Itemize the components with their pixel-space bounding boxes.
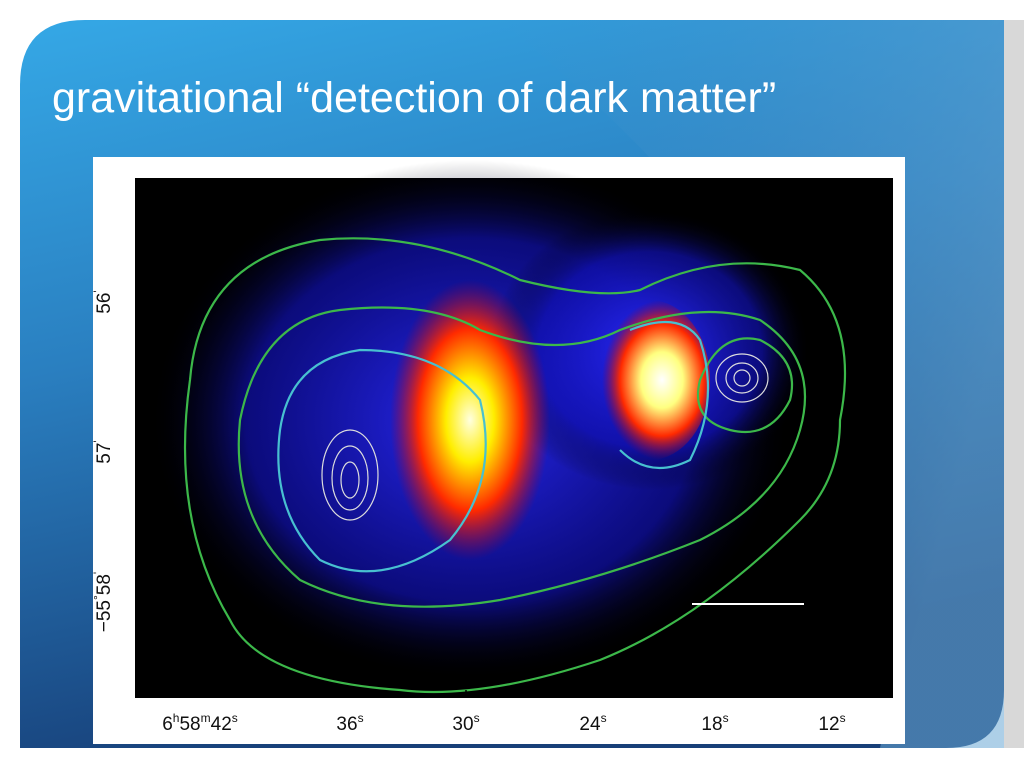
label-part: 30 [452, 714, 473, 735]
axis-label: 36s [336, 711, 363, 735]
label-part: 12 [818, 714, 839, 735]
axis-label: 18s [701, 711, 728, 735]
label-superscript: s [723, 711, 729, 725]
label-part: 58 [94, 574, 115, 595]
label-part: 56 [94, 293, 115, 314]
axis-label: 12s [818, 711, 845, 735]
label-part: 18 [701, 714, 722, 735]
ticks [135, 301, 833, 698]
label-part: 24 [579, 714, 601, 735]
label-part: −55 [94, 600, 115, 632]
label-superscript: s [474, 711, 480, 725]
axis-label: −55°58' [91, 572, 115, 632]
label-superscript: ' [91, 290, 105, 292]
axis-label: 56' [91, 290, 115, 313]
label-part: 58 [179, 714, 200, 735]
label-superscript: m [201, 711, 211, 725]
axis-label: 6h58m42s [162, 711, 238, 735]
side-band [1004, 20, 1024, 748]
label-superscript: ° [91, 595, 105, 600]
label-superscript: s [840, 711, 846, 725]
label-superscript: ' [91, 440, 105, 442]
slide-title: gravitational “detection of dark matter” [52, 74, 776, 122]
axis-labels: 56'57'−55°58'6h58m42s 36s 30s 24s 18s 12s [91, 290, 846, 735]
axis-label: 57' [91, 440, 115, 463]
label-superscript: s [601, 711, 607, 725]
label-part: 6 [162, 714, 173, 735]
label-superscript: s [358, 711, 364, 725]
label-superscript: ' [91, 572, 105, 574]
label-superscript: h [173, 711, 180, 725]
label-part: 36 [336, 714, 357, 735]
label-part: 42 [211, 714, 232, 735]
mass-contours [321, 353, 769, 521]
label-superscript: s [232, 711, 238, 725]
label-part: 57 [94, 443, 115, 464]
axis-label: 24s [579, 711, 606, 735]
axis-label: 30s [452, 711, 479, 735]
contours [183, 237, 846, 694]
